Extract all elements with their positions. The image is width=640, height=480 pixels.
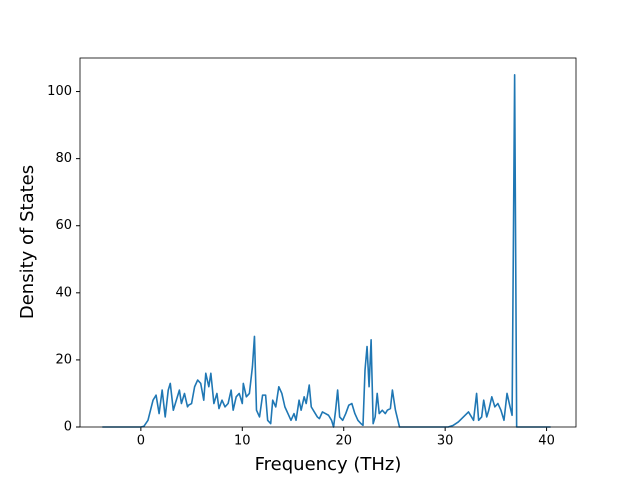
y-tick-label: 100 — [47, 84, 72, 99]
y-tick-label: 20 — [55, 352, 72, 367]
x-axis-label: Frequency (THz) — [255, 454, 402, 475]
x-tick-label: 10 — [234, 434, 251, 449]
x-tick-label: 20 — [335, 434, 352, 449]
x-tick-label: 30 — [437, 434, 454, 449]
y-axis-label: Density of States — [17, 165, 38, 319]
y-tick-label: 0 — [64, 420, 72, 435]
y-tick-label: 80 — [55, 151, 72, 166]
line — [102, 73, 551, 428]
x-tick-label: 40 — [538, 434, 555, 449]
y-tick-label: 40 — [55, 285, 72, 300]
x-tick-label: 0 — [137, 434, 145, 449]
y-tick-label: 60 — [55, 218, 72, 233]
plot-frame — [79, 57, 577, 428]
